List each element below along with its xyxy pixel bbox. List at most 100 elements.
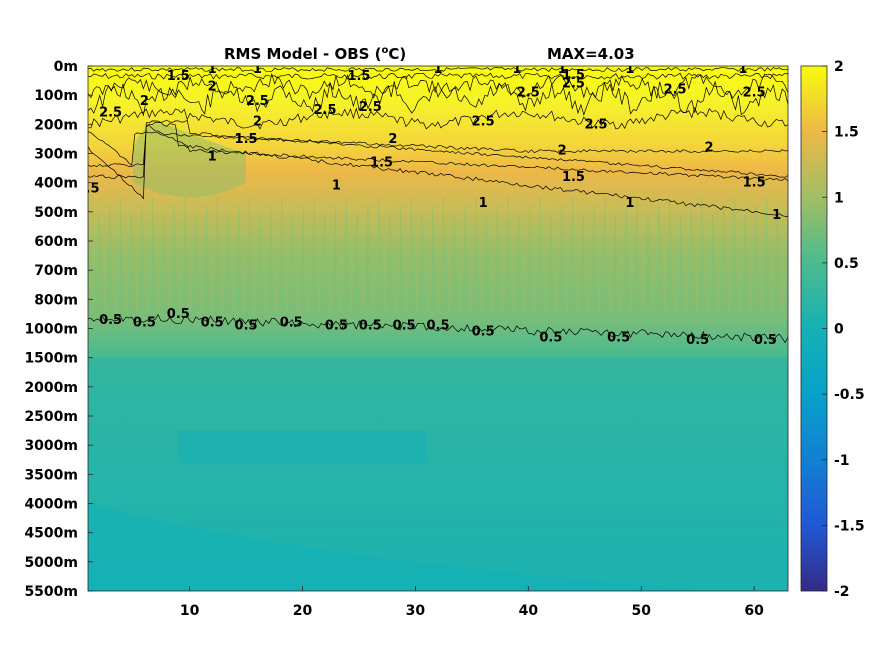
contour-label: 2.5 [472, 114, 495, 129]
contour-label: 2.5 [314, 103, 337, 118]
contour-label: 2.5 [743, 85, 766, 100]
contour-label: 0.5 [539, 330, 562, 345]
colorbar-gradient [800, 65, 828, 592]
contour-label: 2 [140, 94, 149, 109]
y-tick-label: 200m [34, 117, 78, 133]
contour-line [88, 67, 788, 72]
contour-label: 2.5 [585, 117, 608, 132]
cool-patch [178, 430, 427, 463]
contour-line [88, 72, 788, 100]
heatmap-overlay [88, 123, 788, 591]
y-axis-ticks: 0m 100m 200m 300m 400m 500m 600m 700m 800m 1000m 1… [24, 59, 93, 600]
y-tick-label: 500m [34, 205, 78, 221]
contour-lines [88, 67, 788, 344]
y-tick-label: 4000m [24, 497, 78, 513]
contour-label: 1 [253, 62, 262, 77]
contour-label: 0.5 [359, 319, 382, 334]
contour-label: 0.5 [235, 319, 258, 334]
abyssal-band [88, 503, 788, 591]
plume-region [133, 123, 247, 198]
colorbar-tick-label: 2 [834, 59, 844, 75]
title-text: RMS Model - OBS (oC) [224, 45, 406, 63]
contour-label: 2 [253, 114, 262, 129]
contour-label: 1.5 [370, 155, 393, 170]
contour-label: 1 [513, 62, 522, 77]
contour-label: 1.5 [562, 170, 585, 185]
contour-label: 0.5 [167, 307, 190, 322]
contour-label: 0.5 [426, 319, 449, 334]
colorbar-tick-label: 0 [834, 322, 844, 338]
contour-label: 1 [208, 149, 217, 164]
x-tick-label: 60 [744, 603, 764, 619]
contour-label: 2.5 [562, 77, 585, 92]
contour-line [88, 125, 788, 182]
y-tick-label: 5500m [24, 584, 78, 600]
y-tick-label: 5000m [24, 555, 78, 571]
contour-label: 2 [388, 132, 397, 147]
y-tick-label: 2500m [24, 409, 78, 425]
contour-label: 1.5 [562, 68, 585, 83]
contour-label: 1 [558, 62, 567, 77]
contour-label: 1.5 [235, 132, 258, 147]
contour-label: 0.5 [133, 316, 156, 331]
colorbar-ticks: 2 1.5 1 0.5 0 -0.5 -1 -1.5 -2 [822, 59, 865, 600]
contour-label: 0.5 [280, 316, 303, 331]
contour-label: 0.5 [99, 313, 122, 328]
contour-label: 1 [433, 62, 442, 77]
chart-title: RMS Model - OBS (oC) MAX=4.03 [224, 45, 635, 63]
x-axis-ticks: 10 20 30 40 50 60 [180, 586, 764, 619]
max-label: MAX=4.03 [547, 45, 635, 63]
contour-label: 2.5 [517, 85, 540, 100]
contour-label: 0.5 [201, 316, 224, 331]
y-tick-label: 1000m [24, 322, 78, 338]
contour-label: 0.5 [754, 333, 777, 348]
x-tick-label: 50 [631, 603, 651, 619]
contour-label: 1 [625, 196, 634, 211]
contour-label: 2.5 [359, 100, 382, 115]
contour-label: 0.5 [607, 330, 630, 345]
contour-label: 1 [479, 196, 488, 211]
y-tick-label: 2000m [24, 380, 78, 396]
contour-label: 0.5 [76, 182, 99, 197]
contour-label: 1 [772, 208, 781, 223]
contour-label: 0.5 [393, 319, 416, 334]
contour-label: 2 [704, 141, 713, 156]
y-tick-label: 400m [34, 176, 78, 192]
colorbar: 2 1.5 1 0.5 0 -0.5 -1 -1.5 -2 [800, 59, 865, 600]
y-tick-label: 300m [34, 147, 78, 163]
contour-label: 0.5 [686, 333, 709, 348]
contour-label: 0.5 [325, 319, 348, 334]
contour-line [88, 106, 788, 130]
y-tick-label: 600m [34, 234, 78, 250]
contour-label: 1 [738, 62, 747, 77]
y-tick-label: 700m [34, 263, 78, 279]
contour-label: 2.5 [246, 94, 269, 109]
contour-label: 1 [208, 62, 217, 77]
contour-label: 1.5 [167, 69, 190, 84]
contour-label: 1 [332, 179, 341, 194]
x-tick-label: 10 [180, 603, 200, 619]
y-tick-label: 100m [34, 88, 78, 104]
contour-label: 2.5 [664, 82, 687, 97]
contour-line [88, 119, 788, 200]
contour-label: 0.5 [472, 324, 495, 339]
y-tick-label: 3000m [24, 438, 78, 454]
contour-line [88, 72, 788, 80]
colorbar-tick-label: -1 [834, 453, 850, 469]
contour-line [88, 313, 788, 344]
contour-label: 2 [208, 79, 217, 94]
colorbar-tick-label: -0.5 [834, 387, 865, 403]
x-tick-label: 30 [406, 603, 426, 619]
colorbar-tick-label: 1 [834, 190, 844, 206]
contour-label: 1.5 [743, 176, 766, 191]
x-tick-label: 20 [293, 603, 313, 619]
y-tick-label: 0m [54, 59, 78, 75]
y-tick-label: 3500m [24, 467, 78, 483]
contour-line [88, 131, 788, 166]
y-tick-label: 800m [34, 292, 78, 308]
colorbar-tick-label: -2 [834, 584, 850, 600]
colorbar-tick-label: -1.5 [834, 518, 865, 534]
